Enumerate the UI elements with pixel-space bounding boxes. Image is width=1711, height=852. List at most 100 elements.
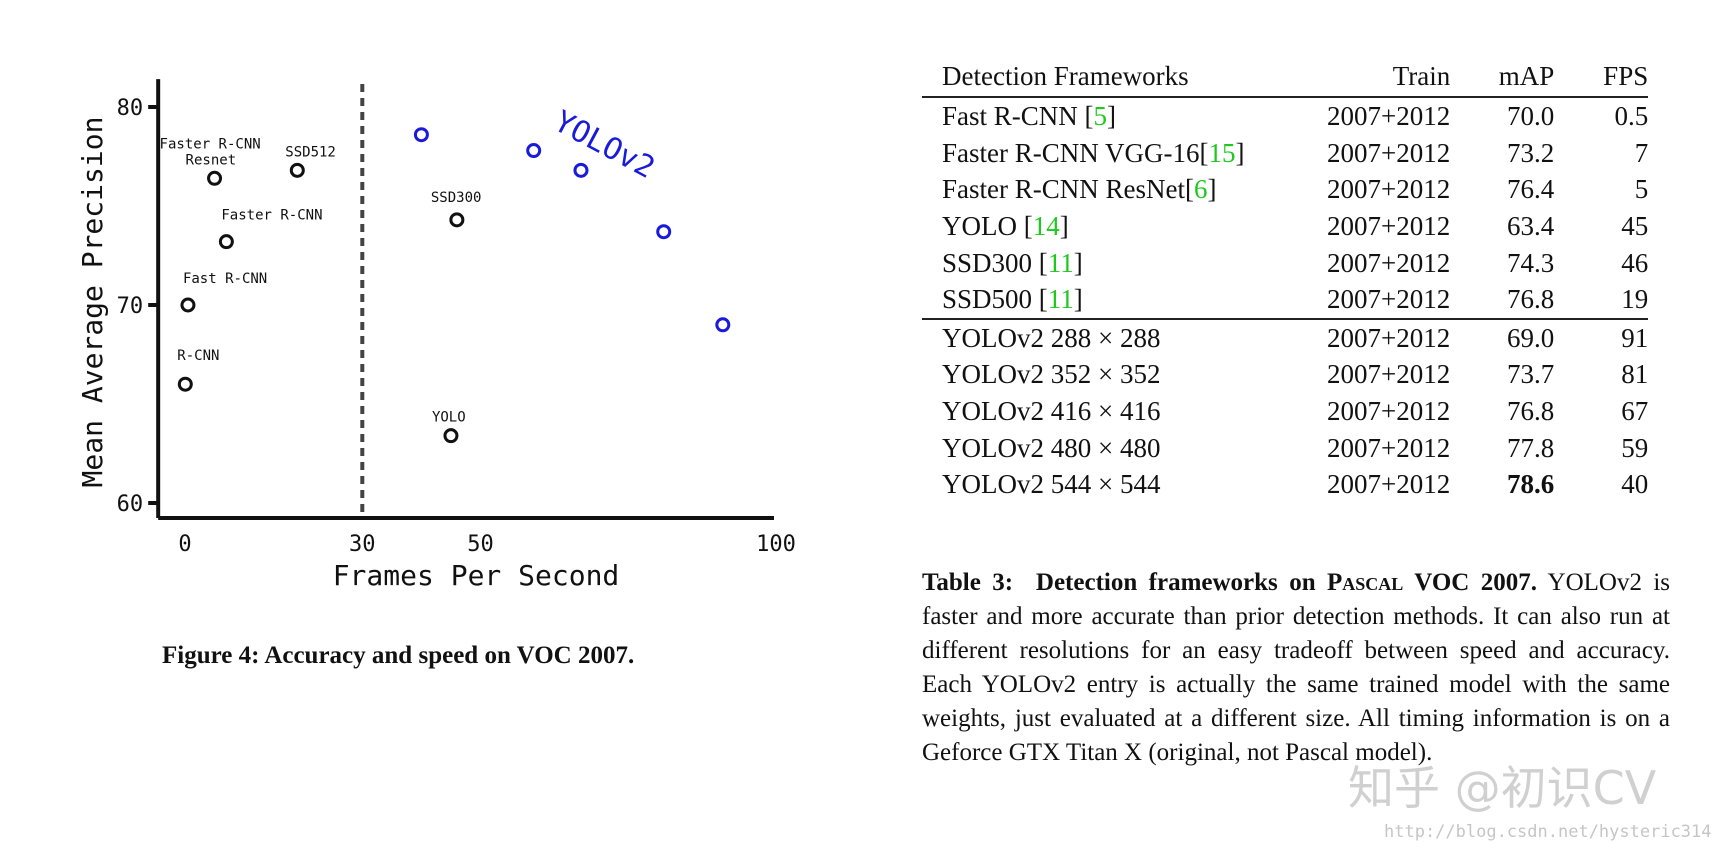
framework-name: Faster R-CNN VGG-16[	[942, 137, 1209, 168]
row-train: 2007+2012	[1327, 396, 1451, 427]
row-fps: 46	[1621, 247, 1649, 278]
citation-close: ]	[1073, 284, 1083, 315]
framework-name: YOLOv2 544 × 544	[942, 469, 1161, 500]
table-row: YOLOv2 416 × 416 2007+2012 76.8 67	[922, 393, 1648, 430]
row-framework: SSD300 [11]	[922, 244, 1327, 281]
table-row: Faster R-CNN ResNet[6] 2007+2012 76.4 5	[922, 171, 1648, 208]
row-fps: 40	[1621, 469, 1649, 500]
data-point	[180, 297, 196, 313]
row-train: 2007+2012	[1327, 211, 1451, 242]
data-point	[289, 162, 305, 178]
row-map: 76.8	[1506, 396, 1555, 427]
framework-name: Fast R-CNN [	[942, 101, 1094, 132]
table-caption-title: Table 3: Detection frameworks on Pascal …	[922, 569, 1537, 596]
row-framework: YOLOv2 480 × 480	[922, 429, 1327, 466]
point-label: YOLO	[432, 410, 466, 426]
row-fps: 0.5	[1614, 101, 1649, 132]
table-row: YOLOv2 288 × 288 2007+2012 69.0 91	[922, 317, 1649, 357]
table-caption: Table 3: Detection frameworks on Pascal …	[922, 566, 1670, 770]
x-tick-label: 0	[178, 532, 191, 557]
row-train: 2007+2012	[1327, 284, 1451, 315]
framework-name: SSD500 [	[942, 284, 1048, 315]
framework-name: YOLO [	[942, 211, 1033, 242]
citation-close: ]	[1207, 174, 1217, 205]
row-map: 73.7	[1506, 359, 1555, 390]
row-fps: 45	[1621, 211, 1649, 242]
x-tick-label: 100	[756, 532, 796, 557]
row-framework: YOLOv2 352 × 352	[922, 356, 1327, 393]
citation-ref: 14	[1032, 211, 1060, 242]
data-point	[449, 212, 465, 228]
table-row: Fast R-CNN [5] 2007+2012 70.0 0.5	[922, 97, 1648, 135]
table-caption-title-b: VOC 2007.	[1403, 569, 1538, 596]
chart-marks: R-CNN Fast R-CNN Faster R-CNN Faster R-CNN R…	[160, 127, 731, 444]
row-framework: SSD500 [11]	[922, 281, 1327, 319]
data-point	[207, 170, 223, 186]
citation-ref: 15	[1208, 137, 1236, 168]
yolov2-data-point	[656, 224, 672, 240]
header-map: mAP	[1450, 56, 1555, 98]
figure-caption-label: Figure 4:	[162, 642, 260, 669]
framework-name: YOLOv2 288 × 288	[942, 322, 1161, 353]
point-label: SSD512	[285, 144, 336, 160]
citation-close: ]	[1235, 137, 1245, 168]
yolov2-data-point	[526, 143, 542, 159]
citation-close: ]	[1073, 247, 1083, 278]
x-axis-label: Frames Per Second	[333, 559, 620, 592]
point-label: SSD300	[431, 190, 482, 206]
citation-ref: 5	[1093, 101, 1108, 132]
table-caption-label: Table 3:	[922, 569, 1014, 596]
yolov2-series-label: YOLOv2	[548, 104, 660, 186]
table-row: YOLOv2 480 × 480 2007+2012 77.8 59	[922, 429, 1648, 466]
row-map: 63.4	[1506, 211, 1555, 242]
row-map: 73.2	[1506, 137, 1555, 168]
y-tick-label: 80	[117, 96, 144, 121]
table-caption-title-a: Detection frameworks on	[1035, 569, 1328, 596]
point-label: Faster R-CNN	[221, 208, 322, 224]
y-axis-label: Mean Average Precision	[76, 117, 109, 488]
point-label: R-CNN	[177, 348, 219, 364]
row-framework: Faster R-CNN VGG-16[15]	[922, 135, 1327, 172]
row-framework: Fast R-CNN [5]	[922, 97, 1327, 135]
table-row: YOLOv2 352 × 352 2007+2012 73.7 81	[922, 356, 1648, 393]
row-train: 2007+2012	[1327, 174, 1451, 205]
row-map: 74.3	[1506, 247, 1555, 278]
row-train: 2007+2012	[1327, 432, 1451, 463]
table-caption-body: YOLOv2 is faster and more accurate than …	[922, 569, 1671, 766]
framework-name: SSD300 [	[942, 247, 1048, 278]
row-train: 2007+2012	[1327, 247, 1451, 278]
x-tick-label: 30	[349, 532, 376, 557]
row-map: 76.4	[1506, 174, 1555, 205]
table-row: SSD300 [11] 2007+2012 74.3 46	[922, 244, 1648, 281]
table-caption-title-sc: Pascal	[1327, 569, 1404, 596]
yolov2-data-point	[413, 127, 429, 143]
figure-caption-text: Accuracy and speed on VOC 2007.	[264, 642, 635, 669]
row-map: 77.8	[1506, 432, 1555, 463]
accuracy-speed-chart: 60 70 80 0 30 50 100 R-CNN Fast R-CNN Faster R-C…	[76, 79, 796, 592]
header-fps: FPS	[1554, 56, 1649, 98]
citation-ref: 6	[1193, 174, 1208, 205]
row-train: 2007+2012	[1327, 469, 1451, 500]
row-framework: YOLO [14]	[922, 208, 1327, 245]
framework-name: YOLOv2 352 × 352	[942, 359, 1161, 390]
citation-ref: 11	[1047, 247, 1074, 278]
yolov2-data-point	[573, 162, 589, 178]
row-train: 2007+2012	[1327, 101, 1451, 132]
x-tick-label: 50	[467, 532, 494, 557]
row-fps: 81	[1621, 359, 1649, 390]
data-point	[218, 234, 234, 250]
row-train: 2007+2012	[1327, 137, 1451, 168]
header-frameworks: Detection Frameworks	[922, 56, 1327, 98]
row-fps: 19	[1621, 284, 1649, 315]
row-framework: YOLOv2 288 × 288	[922, 317, 1327, 357]
row-train: 2007+2012	[1327, 359, 1451, 390]
row-map: 69.0	[1450, 317, 1555, 357]
point-label: Fast R-CNN	[183, 271, 267, 287]
row-train: 2007+2012	[1327, 317, 1451, 357]
point-label: Faster R-CNN Resnet	[160, 136, 261, 168]
figure-caption: Figure 4: Accuracy and speed on VOC 2007…	[162, 642, 634, 670]
table-row: YOLO [14] 2007+2012 63.4 45	[922, 208, 1648, 245]
citation-ref: 11	[1047, 284, 1074, 315]
row-map: 76.8	[1506, 284, 1555, 315]
header-train: Train	[1327, 56, 1451, 98]
